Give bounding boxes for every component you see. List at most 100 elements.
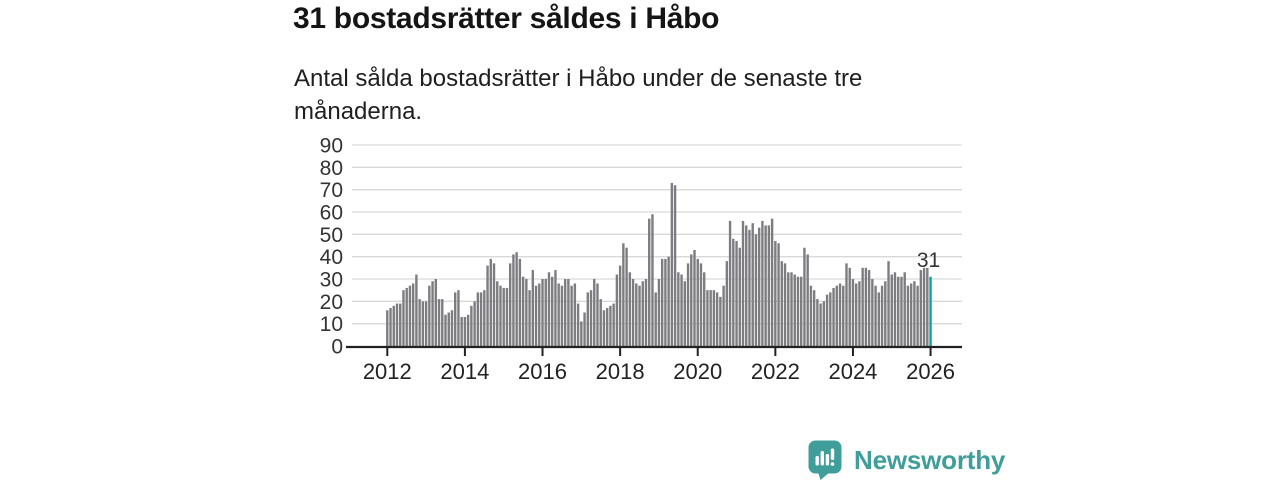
bar: [657, 279, 661, 346]
bar: [638, 285, 641, 346]
bar: [515, 252, 518, 346]
bar: [567, 279, 570, 346]
bar: [518, 258, 522, 346]
bar: [389, 308, 392, 346]
bar: [919, 270, 923, 346]
bar: [748, 229, 751, 346]
bar: [874, 285, 877, 346]
bar: [754, 234, 758, 346]
bar: [761, 220, 764, 346]
bar: [538, 283, 541, 346]
bar: [677, 272, 680, 346]
bar: [893, 272, 897, 346]
bar: [825, 294, 829, 346]
bar: [774, 241, 777, 346]
bar: [673, 185, 677, 346]
bar: [541, 279, 544, 346]
bar: [728, 220, 732, 346]
bar: [466, 314, 470, 346]
bar: [884, 281, 887, 346]
bar: [492, 263, 496, 346]
bar: [470, 305, 473, 346]
bar: [871, 279, 874, 346]
bar: [741, 220, 745, 346]
bar: [615, 274, 619, 346]
bar: [887, 261, 890, 346]
logo-bubble-tail: [818, 472, 830, 480]
logo-exclamation-icon: [830, 448, 835, 460]
bar: [508, 263, 512, 346]
logo-bar-icon: [815, 456, 819, 466]
x-axis-label: 2014: [440, 359, 489, 384]
y-axis-label: 50: [320, 224, 343, 247]
bar: [651, 214, 654, 346]
bar: [421, 301, 425, 346]
bar: [767, 225, 771, 346]
bar: [703, 272, 706, 346]
bar: [745, 225, 748, 346]
bar: [570, 285, 573, 346]
newsworthy-logo: Newsworthy: [808, 440, 1005, 480]
bar: [631, 279, 635, 346]
bar: [460, 316, 463, 346]
bar: [712, 290, 716, 346]
bar: [706, 290, 709, 346]
bar: [499, 285, 502, 346]
logo-bar-icon: [820, 451, 824, 466]
bar: [434, 279, 438, 346]
x-axis-label: 2018: [596, 359, 645, 384]
bar: [415, 274, 418, 346]
bar: [599, 299, 602, 346]
bar: [395, 303, 399, 346]
bar: [829, 292, 832, 346]
x-axis-label: 2022: [751, 359, 800, 384]
bar: [800, 276, 803, 346]
bar: [916, 285, 919, 346]
bar: [793, 274, 796, 346]
bar: [699, 263, 703, 346]
bar: [424, 301, 428, 346]
bar: [845, 263, 848, 346]
bar: [877, 292, 881, 346]
bar: [596, 283, 599, 346]
bar: [913, 281, 916, 346]
bar: [670, 182, 674, 346]
bar: [408, 285, 412, 346]
y-axis-label: 80: [320, 157, 343, 180]
bar: [625, 247, 628, 346]
x-axis-label: 2026: [906, 359, 955, 384]
bar: [583, 312, 586, 346]
bar: [906, 285, 910, 346]
bar: [926, 267, 929, 346]
bar: [486, 265, 489, 346]
y-axis-label: 90: [320, 135, 343, 158]
bar: [770, 218, 774, 346]
bar: [751, 223, 754, 346]
bar: [858, 281, 861, 346]
bar: [437, 299, 441, 346]
bar: [457, 290, 460, 346]
bar: [648, 218, 651, 346]
bar: [450, 310, 454, 346]
bar: [502, 287, 505, 346]
bar: [848, 267, 851, 346]
bar: [483, 290, 486, 346]
bar: [622, 243, 625, 346]
logo-bar-icon: [825, 454, 830, 466]
bar: [547, 272, 551, 346]
bar: [463, 316, 467, 346]
bar: [496, 281, 499, 346]
bar: [854, 283, 858, 346]
y-axis-label: 30: [320, 269, 343, 292]
page-title: 31 bostadsrätter såldes i Håbo: [293, 2, 720, 35]
bar: [431, 281, 434, 346]
bar: [680, 274, 683, 346]
bar: [641, 281, 644, 346]
bar: [602, 310, 606, 346]
bar: [609, 305, 612, 346]
y-axis-label: 10: [320, 313, 343, 336]
bar: [819, 303, 822, 346]
bar: [851, 279, 855, 346]
bar: [909, 283, 913, 346]
